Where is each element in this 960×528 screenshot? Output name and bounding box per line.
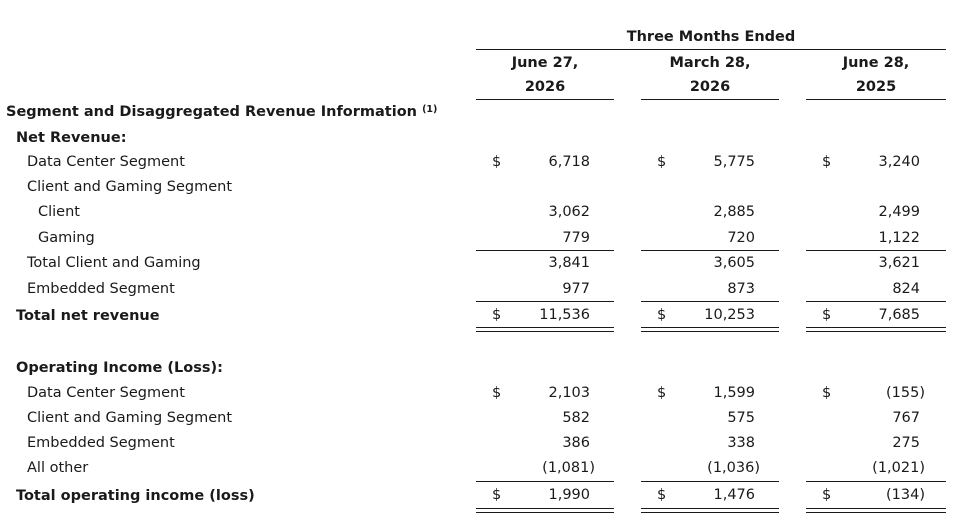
column-header-1-line1: June 27, <box>511 55 579 71</box>
subtotal-rule <box>476 301 614 302</box>
column-header-1-line2: 2026 <box>524 79 566 95</box>
column-header-3-line1: June 28, <box>842 55 910 71</box>
cell-value: 720 <box>727 230 755 246</box>
cell-value: 386 <box>562 435 590 451</box>
row-label: Embedded Segment <box>27 435 175 451</box>
cell-value: 582 <box>562 410 590 426</box>
cell-value: 2,499 <box>878 204 920 220</box>
cell-value: (1,081) <box>542 460 595 476</box>
row-label: Client and Gaming Segment <box>27 179 233 195</box>
cell-value: 767 <box>892 410 920 426</box>
cell-value: 6,718 <box>548 154 590 170</box>
total-value: 7,685 <box>878 307 920 323</box>
cell-value: 5,775 <box>713 154 755 170</box>
subtotal-rule <box>806 301 946 302</box>
cell-value: 2,885 <box>713 204 755 220</box>
currency-symbol: $ <box>492 307 502 323</box>
currency-symbol: $ <box>822 154 832 170</box>
cell-value: 3,621 <box>878 255 920 271</box>
cell-value: 779 <box>562 230 590 246</box>
column-header-2-line1: March 28, <box>669 55 751 71</box>
total-double-rule <box>806 508 946 513</box>
cell-value: 3,240 <box>878 154 920 170</box>
currency-symbol: $ <box>822 385 832 401</box>
cell-value: 338 <box>727 435 755 451</box>
cell-value: 275 <box>892 435 920 451</box>
subtotal-rule <box>806 250 946 251</box>
column-header-3-rule <box>806 99 946 100</box>
subtotal-rule <box>476 481 614 482</box>
column-header-3-line2: 2025 <box>855 79 897 95</box>
total-value: 1,990 <box>548 487 590 503</box>
operating-income-heading: Operating Income (Loss): <box>16 360 223 376</box>
subtotal-rule <box>806 481 946 482</box>
currency-symbol: $ <box>822 487 832 503</box>
row-label: Gaming <box>38 230 95 246</box>
row-label: Embedded Segment <box>27 281 175 297</box>
cell-value: 824 <box>892 281 920 297</box>
currency-symbol: $ <box>657 307 667 323</box>
cell-value: 1,122 <box>878 230 920 246</box>
cell-value: 3,841 <box>548 255 590 271</box>
net-revenue-heading: Net Revenue: <box>16 130 127 146</box>
cell-value: 2,103 <box>548 385 590 401</box>
column-header-2-rule <box>641 99 779 100</box>
subtotal-rule <box>641 250 779 251</box>
cell-value: (1,021) <box>872 460 925 476</box>
row-label: Data Center Segment <box>27 385 185 401</box>
row-label: Total Client and Gaming <box>27 255 201 271</box>
total-double-rule <box>806 327 946 332</box>
cell-value: (1,036) <box>707 460 760 476</box>
header-rule <box>476 49 946 50</box>
cell-value: (155) <box>886 385 925 401</box>
cell-value: 873 <box>727 281 755 297</box>
currency-symbol: $ <box>822 307 832 323</box>
cell-value: 977 <box>562 281 590 297</box>
section-footnote: (1) <box>422 104 438 115</box>
total-value: (134) <box>886 487 925 503</box>
total-value: 10,253 <box>704 307 755 323</box>
cell-value: 1,599 <box>713 385 755 401</box>
cell-value: 3,605 <box>713 255 755 271</box>
column-header-1-rule <box>476 99 614 100</box>
currency-symbol: $ <box>492 385 502 401</box>
total-double-rule <box>641 327 779 332</box>
total-double-rule <box>476 508 614 513</box>
section-title: Segment and Disaggregated Revenue Inform… <box>6 104 438 120</box>
subtotal-rule <box>641 481 779 482</box>
total-net-revenue-label: Total net revenue <box>16 308 160 324</box>
currency-symbol: $ <box>657 154 667 170</box>
total-value: 11,536 <box>539 307 590 323</box>
period-title: Three Months Ended <box>626 29 796 45</box>
row-label: Client and Gaming Segment <box>27 410 233 426</box>
subtotal-rule <box>476 250 614 251</box>
total-operating-income-label: Total operating income (loss) <box>16 488 255 504</box>
row-label: All other <box>27 460 89 476</box>
row-label: Client <box>38 204 80 220</box>
subtotal-rule <box>641 301 779 302</box>
currency-symbol: $ <box>657 385 667 401</box>
cell-value: 575 <box>727 410 755 426</box>
total-value: 1,476 <box>713 487 755 503</box>
total-double-rule <box>476 327 614 332</box>
row-label: Data Center Segment <box>27 154 185 170</box>
column-header-2-line2: 2026 <box>689 79 731 95</box>
currency-symbol: $ <box>492 487 502 503</box>
cell-value: 3,062 <box>548 204 590 220</box>
total-double-rule <box>641 508 779 513</box>
currency-symbol: $ <box>492 154 502 170</box>
currency-symbol: $ <box>657 487 667 503</box>
